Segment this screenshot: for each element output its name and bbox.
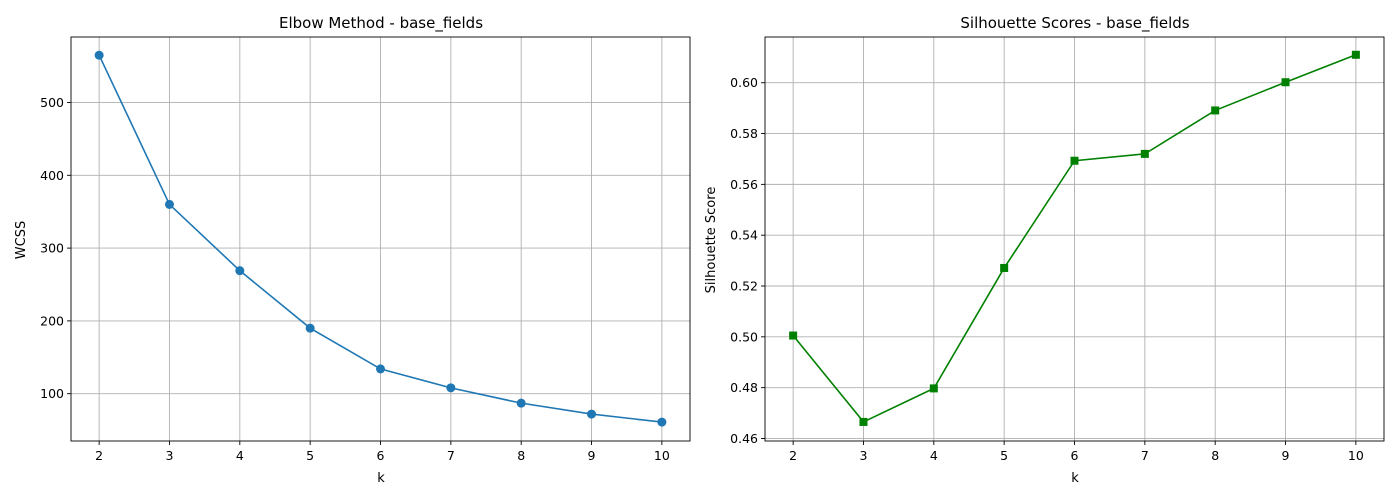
silhouette-chart-frame <box>764 36 1385 442</box>
y-tick-label: 500 <box>40 95 64 110</box>
elbow-chart-grid <box>71 37 690 441</box>
silhouette-chart-grid <box>765 37 1384 441</box>
elbow-chart-frame <box>70 36 691 442</box>
data-point-marker <box>929 384 938 393</box>
y-tick-label: 0.48 <box>730 380 758 395</box>
data-point-marker <box>789 331 798 340</box>
x-tick-label: 8 <box>1211 448 1219 463</box>
x-tick-label: 9 <box>1282 448 1290 463</box>
data-point-marker <box>1281 78 1290 87</box>
x-tick-label: 2 <box>789 448 797 463</box>
x-tick-label: 9 <box>588 448 596 463</box>
data-point-marker <box>1070 156 1079 165</box>
silhouette-chart-ylabel: Silhouette Score <box>704 187 719 294</box>
elbow-chart-ticks: 2 3 4 5 6 7 8 9 10 100 200 300 400 500 <box>40 95 670 463</box>
silhouette-chart-xlabel: k <box>1071 471 1079 486</box>
data-point-marker <box>1140 149 1149 158</box>
data-point-marker <box>516 398 526 408</box>
x-tick-label: 8 <box>517 448 525 463</box>
y-tick-label: 0.58 <box>730 126 758 141</box>
data-point-marker <box>1351 50 1360 59</box>
data-point-marker <box>446 383 456 393</box>
y-tick-label: 0.56 <box>730 177 758 192</box>
y-tick-label: 300 <box>40 241 64 256</box>
x-tick-label: 3 <box>860 448 868 463</box>
elbow-chart: Elbow Method - base_fields k WCSS 2 3 4 5 6 7… <box>14 14 691 486</box>
data-point-marker <box>235 266 245 276</box>
silhouette-chart-title: Silhouette Scores - base_fields <box>960 14 1189 33</box>
elbow-chart-xlabel: k <box>377 471 385 486</box>
data-point-marker <box>587 409 597 419</box>
x-tick-label: 10 <box>654 448 670 463</box>
x-tick-label: 2 <box>95 448 103 463</box>
data-point-marker <box>305 323 315 333</box>
x-tick-label: 6 <box>377 448 385 463</box>
data-point-marker <box>94 50 104 60</box>
data-point-marker <box>657 417 667 427</box>
x-tick-label: 4 <box>930 448 938 463</box>
x-tick-label: 7 <box>447 448 455 463</box>
data-point-marker <box>1000 263 1009 272</box>
y-tick-label: 0.50 <box>730 329 758 344</box>
elbow-chart-title: Elbow Method - base_fields <box>279 14 483 33</box>
x-tick-label: 4 <box>236 448 244 463</box>
y-tick-label: 400 <box>40 168 64 183</box>
y-tick-label: 0.60 <box>730 75 758 90</box>
x-tick-label: 6 <box>1071 448 1079 463</box>
x-tick-label: 5 <box>1000 448 1008 463</box>
data-point-marker <box>1211 106 1220 115</box>
silhouette-chart: Silhouette Scores - base_fields k Silhou… <box>704 14 1385 486</box>
elbow-chart-marks <box>94 50 667 427</box>
y-tick-label: 0.46 <box>730 431 758 446</box>
y-tick-label: 200 <box>40 313 64 328</box>
data-point-marker <box>859 417 868 426</box>
x-tick-label: 3 <box>166 448 174 463</box>
data-point-marker <box>164 199 174 209</box>
y-tick-label: 0.52 <box>730 279 758 294</box>
silhouette-chart-marks <box>789 50 1360 426</box>
silhouette-chart-ticks: 2 3 4 5 6 7 8 9 10 0.46 0.48 0.50 0.52 0.54 0.56 0.58 0.… <box>730 75 1364 463</box>
x-tick-label: 7 <box>1141 448 1149 463</box>
y-tick-label: 100 <box>40 386 64 401</box>
x-tick-label: 10 <box>1348 448 1364 463</box>
data-point-marker <box>376 364 385 374</box>
elbow-chart-ylabel: WCSS <box>14 221 29 259</box>
y-tick-label: 0.54 <box>730 228 758 243</box>
x-tick-label: 5 <box>306 448 314 463</box>
